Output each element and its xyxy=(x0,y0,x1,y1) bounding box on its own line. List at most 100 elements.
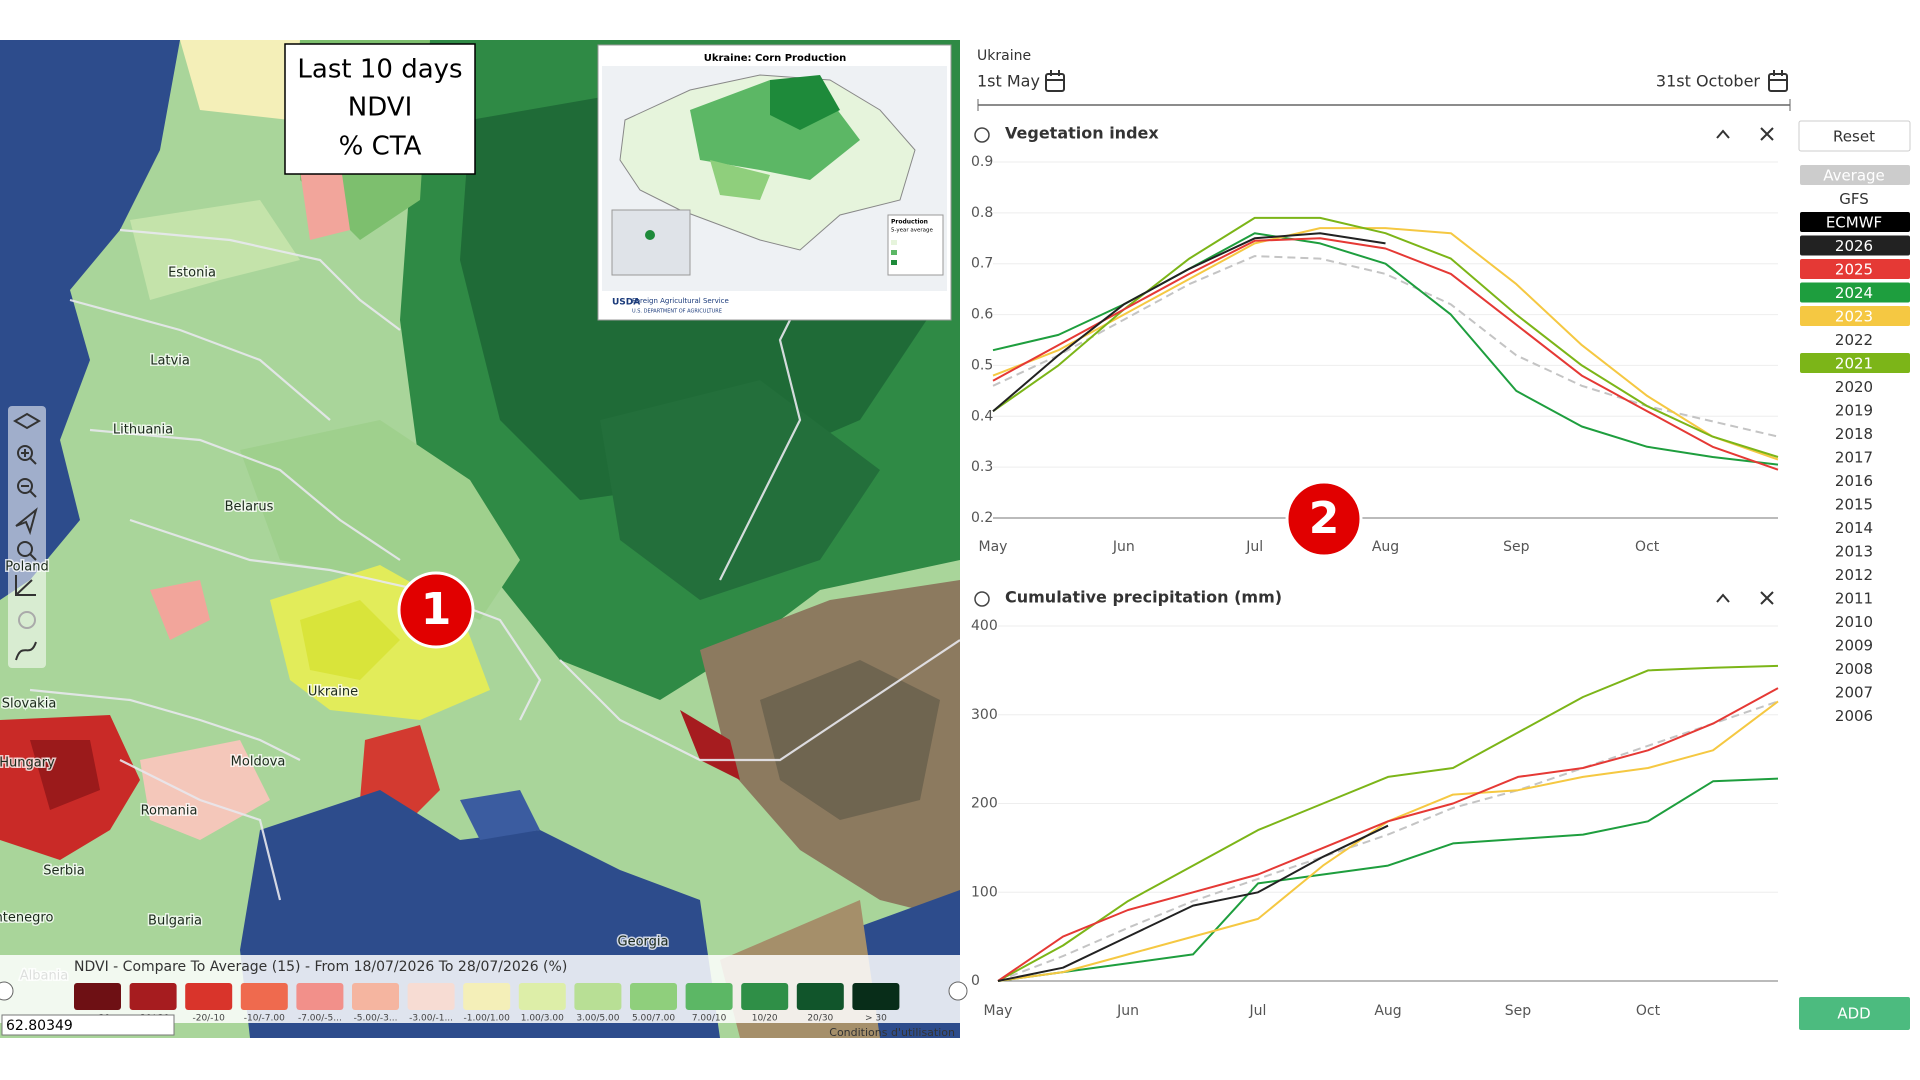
add-label[interactable]: ADD xyxy=(1837,1005,1870,1023)
x-tick-label: Aug xyxy=(1372,539,1399,555)
layers-icon[interactable] xyxy=(13,412,41,430)
x-tick-label: Sep xyxy=(1503,539,1530,555)
legend-entry[interactable]: 2013 xyxy=(1835,543,1873,561)
region-darker-green xyxy=(600,380,880,600)
legend-entry[interactable]: 2020 xyxy=(1835,378,1873,396)
x-tick-label: Oct xyxy=(1636,1003,1661,1019)
draw-icon[interactable] xyxy=(15,641,37,661)
inset-region xyxy=(710,160,770,200)
legend-bin-label: -1.00/1.00 xyxy=(464,1014,511,1024)
legend-chip[interactable] xyxy=(1800,212,1910,232)
legend-bin-label: -20/-10 xyxy=(192,1014,225,1024)
legend-entry[interactable]: 2007 xyxy=(1835,684,1873,702)
legend-chip[interactable] xyxy=(1800,235,1910,256)
legend-entry[interactable]: 2025 xyxy=(1835,261,1873,279)
globe-icon xyxy=(974,127,990,143)
region-dark-red xyxy=(30,740,100,810)
legend-chip[interactable] xyxy=(1800,259,1910,279)
x-tick-label: Oct xyxy=(1635,539,1660,555)
calendar-icon[interactable] xyxy=(1045,70,1065,92)
y-tick-label: 0.7 xyxy=(971,256,993,272)
legend-entry[interactable]: GFS xyxy=(1839,190,1869,208)
legend-entry[interactable]: 2018 xyxy=(1835,425,1873,443)
calendar-icon[interactable] xyxy=(1768,70,1788,92)
chart-title: Vegetation index xyxy=(1005,124,1159,143)
legend-entry[interactable]: 2024 xyxy=(1835,284,1873,302)
legend-bin-label: 1.00/3.00 xyxy=(521,1014,564,1024)
legend-entry[interactable]: ECMWF xyxy=(1826,214,1882,232)
series-line xyxy=(992,227,1779,461)
series-line xyxy=(992,232,1779,466)
border xyxy=(89,428,401,561)
series-line xyxy=(997,824,1389,982)
legend-entry[interactable]: 2011 xyxy=(1835,590,1873,608)
map-label: Belarus xyxy=(225,500,274,515)
close-icon[interactable] xyxy=(1760,127,1774,141)
y-tick-label: 0.4 xyxy=(971,408,993,424)
legend-entry[interactable]: 2019 xyxy=(1835,402,1873,420)
reset-button[interactable] xyxy=(1798,120,1911,152)
y-tick-label: 0.8 xyxy=(971,205,993,221)
legend-bin-label: > 30 xyxy=(865,1014,887,1024)
end-date[interactable]: 31st October xyxy=(1656,72,1761,91)
legend-entry[interactable]: 2010 xyxy=(1835,613,1873,631)
close-icon[interactable] xyxy=(1760,591,1774,605)
legend-swatch xyxy=(185,983,233,1010)
legend-entry[interactable]: 2006 xyxy=(1835,707,1873,725)
reset-label[interactable]: Reset xyxy=(1833,128,1875,146)
legend-entry[interactable]: Average xyxy=(1823,167,1885,185)
map-toolbar xyxy=(8,406,46,668)
legend-chip[interactable] xyxy=(1800,353,1910,373)
series-line xyxy=(997,700,1779,982)
series-line xyxy=(997,777,1779,982)
scroll-left[interactable] xyxy=(0,981,14,1001)
inset-agency: Foreign Agricultural Service xyxy=(632,297,729,305)
start-date[interactable]: 1st May xyxy=(977,72,1040,91)
map-label: Bulgaria xyxy=(148,914,202,929)
legend-bin-label: 20/30 xyxy=(807,1014,833,1024)
inset-legend-title: Production xyxy=(891,219,928,226)
map-label: Hungary xyxy=(0,756,55,771)
globe-icon xyxy=(974,591,990,607)
inset-legend xyxy=(887,214,944,276)
legend-entry[interactable]: 2015 xyxy=(1835,496,1873,514)
collapse-icon[interactable] xyxy=(1716,593,1730,603)
inset-locator xyxy=(611,209,691,276)
zoom-out-icon[interactable] xyxy=(17,478,33,494)
legend-chip[interactable] xyxy=(1800,282,1910,303)
add-button[interactable] xyxy=(1799,997,1910,1030)
series-line xyxy=(992,216,1779,458)
legend-entry[interactable]: 2012 xyxy=(1835,566,1873,584)
legend-chip[interactable] xyxy=(1800,306,1910,326)
legend-entry[interactable]: 2023 xyxy=(1835,308,1873,326)
locate-icon[interactable] xyxy=(15,507,38,536)
map-label: Romania xyxy=(141,804,198,819)
scroll-right[interactable] xyxy=(948,981,968,1001)
search-icon[interactable] xyxy=(17,541,33,557)
legend-swatch xyxy=(74,983,121,1010)
legend-entry[interactable]: 2008 xyxy=(1835,660,1873,678)
legend-swatch xyxy=(852,983,900,1010)
legend-entry[interactable]: 2017 xyxy=(1835,449,1873,467)
zoom-in-icon[interactable] xyxy=(17,445,33,461)
target-icon[interactable] xyxy=(18,611,36,629)
inset-legend-subtitle: 5-year average xyxy=(891,228,934,234)
legend-chip[interactable] xyxy=(1800,165,1910,185)
legend-entry[interactable]: 2009 xyxy=(1835,637,1873,655)
legend-swatch xyxy=(630,983,677,1010)
legend-entry[interactable]: 2016 xyxy=(1835,472,1873,490)
inset-map: Ukraine: Corn Production Production 5-ye… xyxy=(597,44,952,321)
legend-entry[interactable]: 2022 xyxy=(1835,331,1873,349)
legend-entry[interactable]: 2021 xyxy=(1835,355,1873,373)
legend-entry[interactable]: 2026 xyxy=(1835,237,1873,255)
map-label: Ukraine xyxy=(308,685,358,700)
x-tick-label: Jun xyxy=(1116,1003,1139,1019)
collapse-icon[interactable] xyxy=(1716,129,1730,139)
legend-entry[interactable]: 2014 xyxy=(1835,519,1873,537)
toolbar-bg xyxy=(8,406,46,668)
series-line xyxy=(997,664,1779,982)
legend-bin-label: 7.00/10 xyxy=(692,1014,727,1024)
inset-locator-dot xyxy=(645,230,655,240)
charts: Vegetation index 0.2 0.3 0.4 0.5 0.6 0.7 0.8 0.9… xyxy=(971,124,1779,1019)
